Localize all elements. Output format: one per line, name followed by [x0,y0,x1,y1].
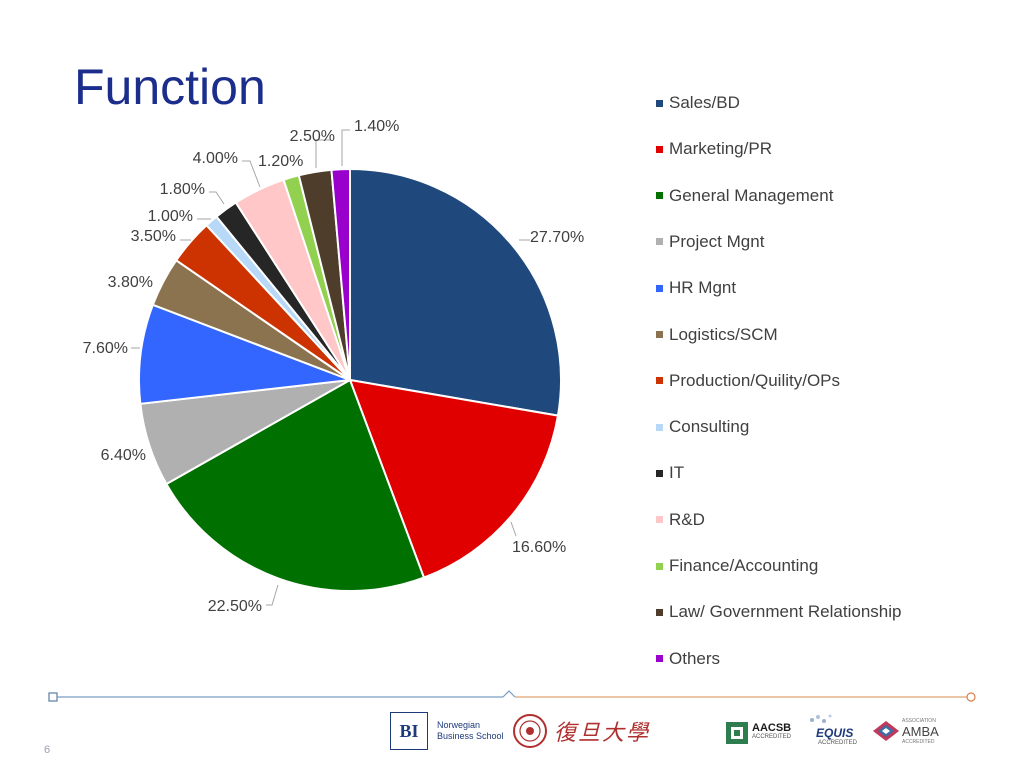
legend-item-5: HR Mgnt [656,277,736,299]
legend-label: Law/ Government Relationship [669,602,902,622]
pie-slice-3 [165,378,426,592]
data-label-8: 1.00% [148,208,193,225]
legend-item-11: Finance/Accounting [656,555,818,577]
data-label-5: 7.60% [83,340,128,357]
leader-line-10 [242,160,261,188]
bi-mark: BI [390,712,428,750]
legend-label: Consulting [669,417,750,437]
legend-swatch [656,145,663,153]
data-label-7: 3.50% [131,228,176,245]
amba-sub: ACCREDITED [902,738,935,745]
legend-label: Sales/BD [669,93,740,112]
data-label-13: 1.40% [354,118,399,135]
footer-notch [502,690,516,698]
legend-swatch [656,284,663,292]
legend-label: Production/Quility/OPs [669,370,841,390]
data-label-12: 2.50% [290,128,335,145]
legend-item-1: Sales/BD [656,92,740,114]
legend-swatch [656,469,663,477]
data-label-9: 1.80% [160,181,205,198]
legend-swatch [656,99,663,107]
pie-slice-5 [138,303,351,405]
amba-name: AMBA [902,723,939,739]
equis-dots-icon [810,714,832,723]
bi-logo: BI Norwegian Business School [390,712,504,750]
leader-line-2 [510,521,517,537]
legend-swatch [656,192,663,200]
aacsb-name: AACSB [752,722,792,734]
slide-title: Function [74,59,266,115]
fudan-logo: 復旦大學 [512,712,650,750]
pie-slice-13 [330,167,351,381]
pie-slice-1 [349,167,562,417]
legend-label: HR Mgnt [669,278,737,298]
legend-item-4: Project Mgnt [656,231,764,253]
page-number: 6 [44,744,51,756]
legend-swatch [656,608,663,616]
leader-line-9 [209,191,225,205]
fudan-seal-icon [513,714,547,748]
legend-item-9: IT [656,462,684,484]
leader-line-12 [315,139,330,168]
legend-swatch [656,331,663,338]
data-label-2: 16.60% [512,539,566,556]
legend-label: Marketing/PR [669,139,772,159]
aacsb-logo: AACSB ACCREDITED [726,720,791,746]
fudan-name: 復旦大學 [554,721,651,746]
legend-item-12: Law/ Government Relationship [656,601,901,623]
leader-line-3 [266,584,279,606]
equis-logo: EQUIS ACCREDITED [808,712,864,748]
pie-slice-2 [348,378,560,579]
legend-swatch [656,655,663,663]
amba-diamond-icon [873,721,899,741]
legend-swatch [656,238,663,246]
legend-swatch [656,377,663,385]
bi-line2: Business School [437,731,504,741]
data-label-11: 1.20% [258,153,303,170]
legend-item-10: R&D [656,509,705,531]
data-label-6: 3.80% [108,274,153,291]
bi-mark-text: BI [399,720,419,741]
legend-item-2: Marketing/PR [656,138,772,160]
amba-top: ASSOCIATION [902,717,936,724]
legend-swatch [656,516,663,524]
footer-divider [48,690,976,702]
legend-swatch [656,562,663,570]
data-label-4: 6.40% [101,447,146,464]
legend-label: General Management [669,185,834,205]
amba-logo: ASSOCIATION AMBA ACCREDITED [872,716,939,746]
footer-left-marker [48,692,58,702]
legend-item-8: Consulting [656,416,749,438]
legend-item-13: Others [656,648,720,670]
equis-sub: ACCREDITED [818,740,858,746]
legend-label: Logistics/SCM [669,324,778,344]
equis-name: EQUIS [816,726,854,740]
legend-label: Others [669,648,721,668]
legend-swatch [656,423,663,431]
leader-line-13 [341,129,350,166]
footer-right-marker [966,692,976,702]
data-label-1: 27.70% [530,229,584,246]
legend-item-7: Production/Quility/OPs [656,370,840,392]
aacsb-mark-icon [726,722,748,744]
legend-item-3: General Management [656,185,833,207]
legend-label: Finance/Accounting [669,556,819,575]
legend-label: R&D [669,509,705,529]
aacsb-sub: ACCREDITED [752,734,792,740]
legend-item-6: Logistics/SCM [656,324,778,346]
data-label-3: 22.50% [208,598,262,615]
bi-line1: Norwegian [437,720,481,730]
legend-label: Project Mgnt [669,231,765,251]
legend-label: IT [669,463,685,483]
data-label-10: 4.00% [193,150,238,167]
